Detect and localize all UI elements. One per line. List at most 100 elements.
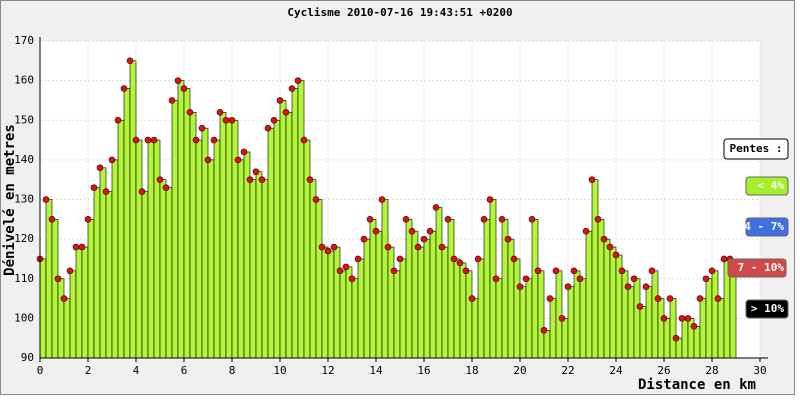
x-tick-label: 10 <box>273 364 286 377</box>
bar <box>579 278 587 359</box>
bar <box>279 100 287 359</box>
bar <box>153 139 161 359</box>
bar <box>549 298 557 359</box>
point <box>504 235 512 243</box>
bar <box>699 298 707 359</box>
point <box>468 295 476 302</box>
point <box>372 227 380 235</box>
bar <box>525 278 533 359</box>
bar <box>417 246 425 359</box>
point <box>246 176 254 183</box>
point <box>654 295 662 302</box>
bar <box>303 139 311 359</box>
point <box>216 109 224 116</box>
bar <box>219 112 227 359</box>
point <box>636 303 644 310</box>
bar <box>429 230 437 359</box>
point <box>204 156 212 164</box>
point <box>708 267 716 275</box>
bar <box>465 270 473 359</box>
bar <box>405 219 413 359</box>
x-tick-label: 2 <box>85 364 92 377</box>
bar <box>513 258 521 359</box>
bar <box>183 88 191 359</box>
bar <box>123 88 131 359</box>
bar <box>39 258 47 359</box>
point <box>348 275 356 283</box>
point <box>678 315 686 322</box>
bar <box>705 278 713 359</box>
point <box>180 85 188 92</box>
bar <box>441 246 449 359</box>
y-tick-label: 130 <box>14 193 34 206</box>
bar <box>81 246 89 359</box>
bar <box>369 219 377 359</box>
bar <box>585 230 593 359</box>
point <box>168 97 176 104</box>
bar <box>105 191 113 359</box>
point <box>282 109 290 116</box>
point <box>324 247 332 255</box>
point <box>600 235 608 243</box>
point <box>552 267 560 275</box>
bar <box>627 286 635 359</box>
bar <box>135 139 143 359</box>
point <box>588 176 596 183</box>
point <box>222 116 230 124</box>
bar <box>57 278 65 359</box>
point <box>102 188 110 195</box>
bar <box>45 199 53 359</box>
bar <box>159 179 167 359</box>
point <box>690 322 698 330</box>
bar <box>267 127 275 359</box>
point <box>564 283 572 290</box>
bar <box>651 270 659 359</box>
x-tick-label: 28 <box>705 364 718 377</box>
point <box>144 136 152 144</box>
bar <box>261 179 269 359</box>
point <box>114 116 122 124</box>
point <box>174 77 182 84</box>
point <box>378 196 386 203</box>
bar <box>375 230 383 359</box>
x-tick-label: 30 <box>753 364 766 377</box>
point <box>414 243 422 251</box>
bar <box>573 270 581 359</box>
bar <box>297 80 305 359</box>
point <box>696 295 704 302</box>
point <box>660 315 668 322</box>
point <box>474 255 482 263</box>
point <box>720 255 728 263</box>
bar <box>333 246 341 359</box>
y-tick-label: 140 <box>14 153 34 166</box>
y-tick-label: 100 <box>14 311 34 324</box>
y-tick-label: 120 <box>14 232 34 245</box>
point <box>90 184 98 191</box>
bar <box>519 286 527 359</box>
bar <box>681 318 689 359</box>
point <box>270 116 278 124</box>
bar <box>327 250 335 359</box>
bar <box>147 139 155 359</box>
bar <box>657 298 665 359</box>
bar <box>639 306 647 359</box>
point <box>318 243 326 251</box>
bar <box>237 159 245 359</box>
x-tick-label: 6 <box>181 364 188 377</box>
legend-swatch <box>745 299 789 319</box>
bar <box>459 262 467 359</box>
point <box>384 243 392 251</box>
x-tick-label: 24 <box>609 364 623 377</box>
bar <box>711 270 719 359</box>
point <box>522 275 530 283</box>
bar <box>471 298 479 359</box>
y-tick-label: 160 <box>14 74 34 87</box>
point <box>150 136 158 144</box>
bar <box>483 219 491 359</box>
bar <box>387 246 395 359</box>
point <box>438 243 446 251</box>
bar <box>567 286 575 359</box>
bar <box>393 270 401 359</box>
point <box>420 235 428 243</box>
x-tick-label: 22 <box>561 364 574 377</box>
